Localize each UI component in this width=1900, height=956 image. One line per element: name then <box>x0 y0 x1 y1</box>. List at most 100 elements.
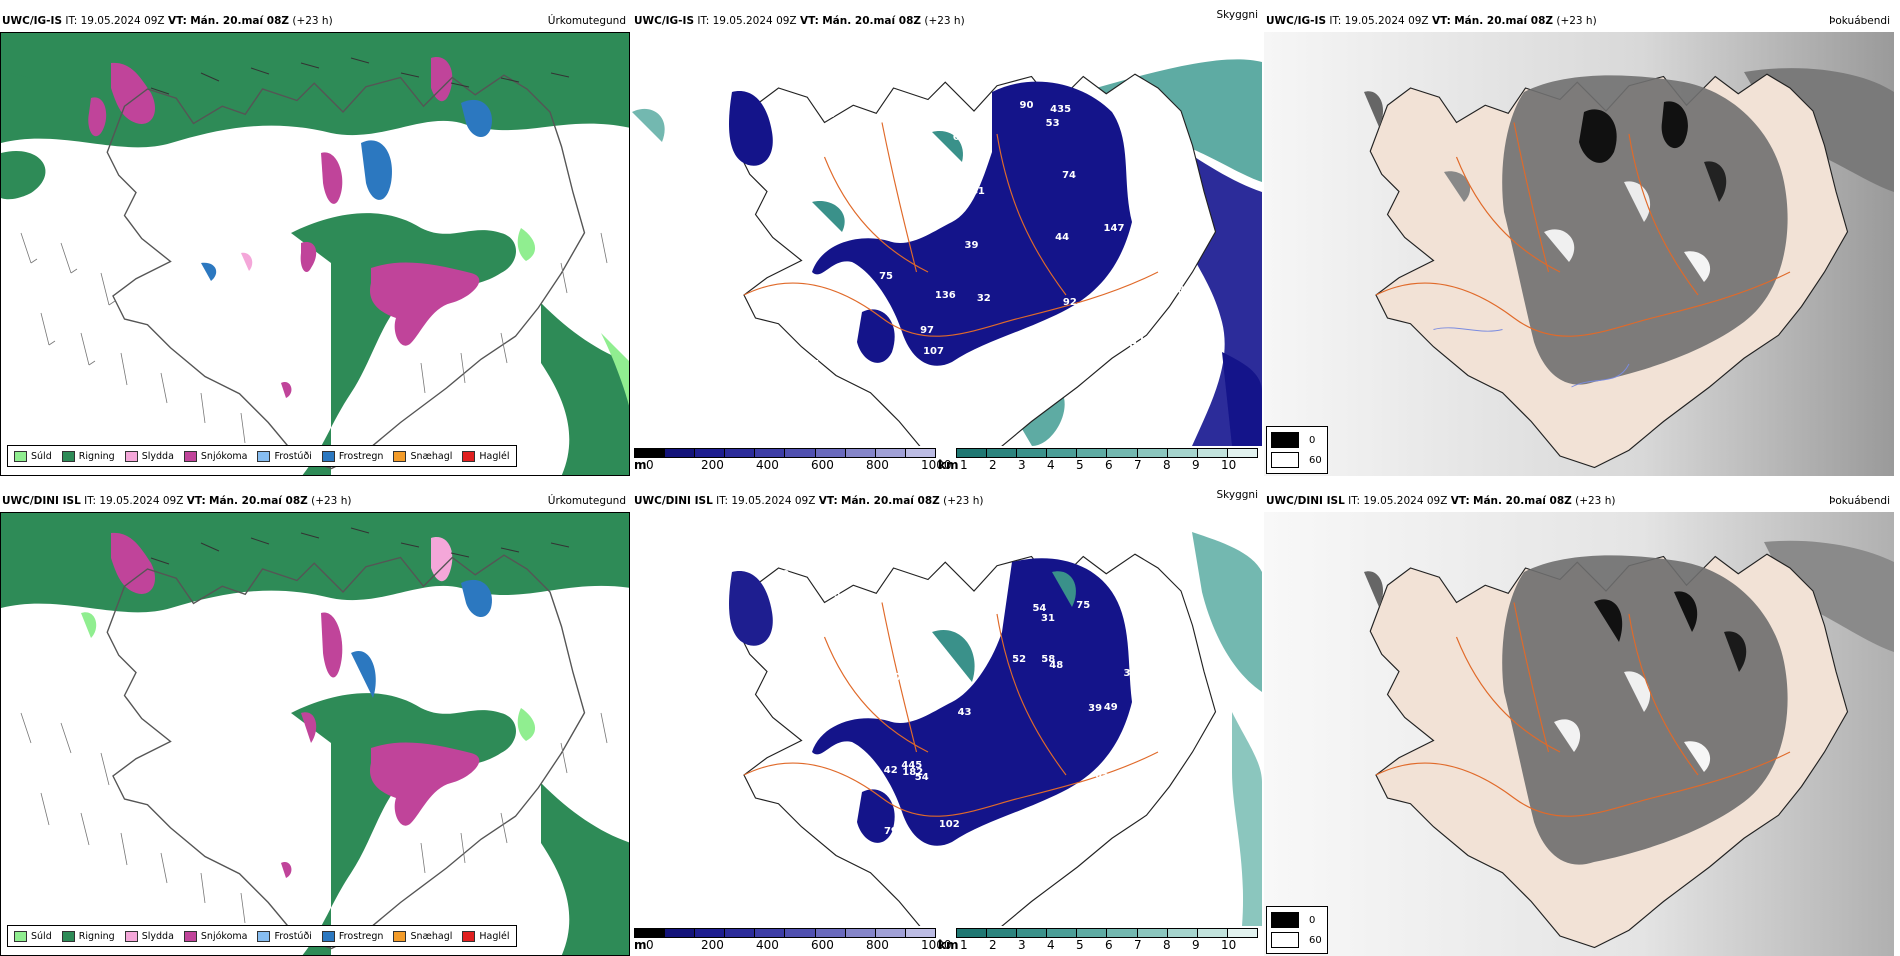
visibility-value-label: 52 <box>1012 653 1027 665</box>
fog-legend-label: 0 <box>1309 914 1316 926</box>
legend-item: Slydda <box>124 450 174 462</box>
km-tick: 7 <box>1134 458 1142 472</box>
header-left: UWC/IG-IS IT: 19.05.2024 09Z VT: Mán. 20… <box>1266 15 1597 27</box>
visibility-value-label: 84 <box>1123 400 1138 412</box>
km-tick: 7 <box>1134 938 1142 952</box>
visibility-value-label: 52 <box>903 648 918 660</box>
visibility-value-label: 20 <box>763 725 778 737</box>
fog-legend-item: 60 <box>1271 452 1322 468</box>
legend-item: Súld <box>14 450 52 462</box>
visibility-value-label: 25 <box>825 837 840 849</box>
legend-label: Slydda <box>141 930 174 942</box>
visibility-value-label: 43 <box>958 871 973 883</box>
visibility-value-label: 73 <box>816 339 831 351</box>
visibility-value-label: 32 <box>1123 667 1138 679</box>
legend-label: Frostregn <box>338 930 384 942</box>
visibility-value-label: 56 <box>1050 351 1065 363</box>
visibility-value-label: 136 <box>934 289 956 301</box>
legend-label: Snæhagl <box>410 450 453 462</box>
legend-item: Frostúði <box>257 930 312 942</box>
legend-swatch <box>257 930 271 942</box>
km-tick: 5 <box>1076 458 1084 472</box>
precip-legend: Súld Rigning Slydda Snjókoma Frostúði Frostre… <box>7 445 517 467</box>
visibility-value-label: 53 <box>1045 118 1060 130</box>
visibility-value-label: 48 <box>1049 660 1064 672</box>
meter-tick: 800 <box>866 938 889 952</box>
legend-label: Haglél <box>479 930 510 942</box>
visibility-value-label: 26 <box>1127 122 1142 134</box>
visibility-value-label: 65 <box>1094 769 1109 781</box>
meter-tick: 400 <box>756 938 779 952</box>
visibility-value-label: 26 <box>909 607 924 619</box>
visibility-value-label: 36 <box>901 100 915 112</box>
vis-map: 77 53 102 65 10 60 80 52 64 42 52 137 63 98 106 84 41 34 4… <box>632 512 1262 956</box>
visibility-value-label: 48 <box>1157 117 1172 129</box>
panel-title: Úrkomutegund <box>547 15 626 27</box>
legend-item: Slydda <box>124 930 174 942</box>
visibility-value-label: 84 <box>1187 693 1202 705</box>
km-tick: 1 <box>960 458 968 472</box>
visibility-value-label: 64 <box>827 802 842 814</box>
visibility-value-label: 60 <box>793 773 808 785</box>
legend-label: Súld <box>31 450 52 462</box>
visibility-value-label: 137 <box>832 831 854 843</box>
panel-header: UWC/DINI ISL IT: 19.05.2024 09Z VT: Mán.… <box>1264 490 1894 512</box>
panel-title: Úrkomutegund <box>547 495 626 507</box>
fog-legend-item: 60 <box>1271 932 1322 948</box>
legend-label: Frostregn <box>338 450 384 462</box>
fog-panel-row1: UWC/IG-IS IT: 19.05.2024 09Z VT: Mán. 20… <box>1264 10 1894 476</box>
visibility-value-label: 182 <box>902 766 924 778</box>
km-tick: 2 <box>989 938 997 952</box>
legend-swatch <box>183 450 197 462</box>
legend-item: Rigning <box>61 930 115 942</box>
visibility-value-label: 46 <box>812 616 827 628</box>
visibility-value-label: 27 <box>984 553 999 565</box>
visibility-value-label: 32 <box>867 125 882 137</box>
meter-unit: m <box>634 458 647 472</box>
visibility-value-label: 90 <box>1019 99 1034 111</box>
fog-map: 0 60 <box>1264 512 1894 956</box>
fog-legend-swatch <box>1271 432 1299 448</box>
legend-item: Snæhagl <box>393 450 453 462</box>
header-left: UWC/DINI ISL IT: 19.05.2024 09Z VT: Mán.… <box>634 495 984 507</box>
visibility-value-label: 385 <box>1138 348 1160 360</box>
legend-item: Snæhagl <box>393 930 452 942</box>
visibility-value-label: 41 <box>780 162 795 174</box>
legend-label: Rigning <box>78 930 115 942</box>
fog-legend-swatch <box>1271 452 1299 468</box>
km-tick: 10 <box>1221 458 1237 472</box>
legend-swatch <box>257 450 271 462</box>
visibility-value-label: 98 <box>935 854 950 866</box>
meter-colorbar <box>634 928 936 938</box>
meter-tick: 1000 <box>921 938 952 952</box>
meter-colorbar <box>634 448 936 458</box>
visibility-value-label: 32 <box>976 293 991 305</box>
visibility-value-label: 43 <box>889 666 904 678</box>
legend-swatch <box>183 930 197 942</box>
legend-swatch <box>14 930 27 942</box>
visibility-value-label: 39 <box>964 240 979 252</box>
visibility-value-label: 43 <box>827 589 841 601</box>
legend-swatch <box>321 450 335 462</box>
vis-legend: m 0 200 400 600 800 1000 km 1 2 3 4 5 6 7 8 9 10 <box>632 926 1262 956</box>
legend-label: Frostúði <box>274 450 312 462</box>
km-tick: 6 <box>1105 938 1113 952</box>
visibility-value-label: 97 <box>920 325 934 337</box>
visibility-value-label: 42 <box>1140 598 1155 610</box>
visibility-value-label: 40 <box>887 210 902 222</box>
header-left: UWC/IG-IS IT: 19.05.2024 09Z VT: Mán. 20… <box>634 15 965 27</box>
visibility-value-label: 43 <box>957 707 972 719</box>
header-left: UWC/DINI ISL IT: 19.05.2024 09Z VT: Mán.… <box>1266 495 1616 507</box>
legend-label: Haglél <box>479 450 510 462</box>
panel-header: UWC/IG-IS IT: 19.05.2024 09Z VT: Mán. 20… <box>632 9 1262 32</box>
legend-swatch <box>124 930 138 942</box>
meter-tick: 800 <box>866 458 889 472</box>
fog-legend-item: 0 <box>1271 432 1315 448</box>
visibility-value-label: 63 <box>952 608 967 620</box>
km-tick: 3 <box>1018 458 1026 472</box>
visibility-value-label: 75 <box>1076 599 1091 611</box>
visibility-value-label: 435 <box>1050 104 1072 116</box>
visibility-value-label: 34 <box>765 815 780 827</box>
visibility-value-label: 23 <box>1075 791 1090 803</box>
vis-panel-row1: UWC/IG-IS IT: 19.05.2024 09Z VT: Mán. 20… <box>632 9 1262 476</box>
